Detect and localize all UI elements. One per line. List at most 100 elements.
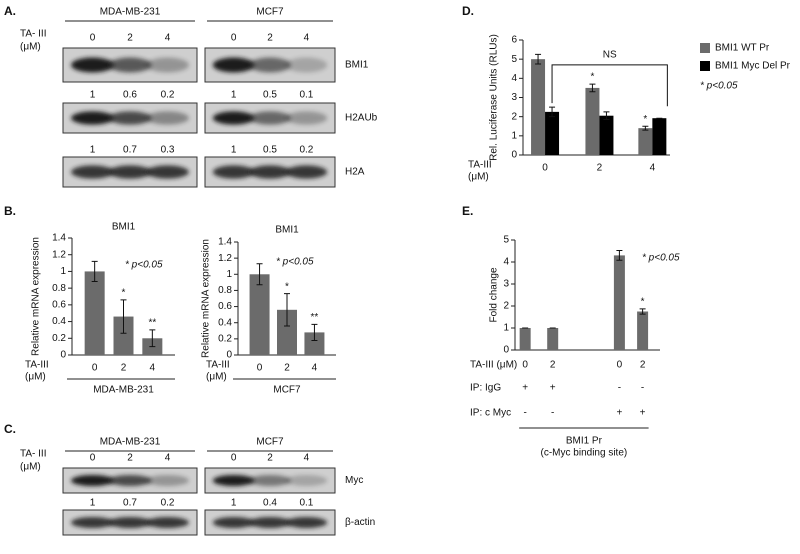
group-label: MCF7 [273,385,301,396]
band-quantification: 0.4 [263,498,277,509]
blot-band [71,165,114,179]
y-tick-label: 0 [60,350,66,361]
significance-note: * p<0.05 [642,253,680,264]
band-quantification: 0.3 [161,145,175,156]
table-cell: + [550,383,556,394]
table-cell: - [618,383,621,394]
blot-band [212,165,255,179]
significance-marker: * [285,281,289,292]
table-cell: - [523,408,526,419]
x-tick-label: 0 [542,163,548,174]
blot-band [71,517,114,528]
y-tick-label: 5 [503,235,509,246]
legend-label: BMI1 WT Pr [715,43,770,54]
band-quantification: 0.5 [263,90,277,101]
bar [652,118,667,155]
x-tick-label: 4 [650,163,656,174]
y-tick-label: 3 [511,92,517,103]
y-tick-label: 0.8 [52,283,66,294]
dose-label: 4 [304,33,310,44]
y-tick-label: 4 [511,73,517,84]
band-quantification: 1 [90,145,96,156]
blot-label: β-actin [345,517,375,528]
bar [531,59,546,155]
blot-band [146,57,189,73]
bracket-label: NS [603,50,617,61]
blot-band [212,57,255,73]
treatment-label: TA- III [20,29,46,40]
chart-title: BMI1 [112,222,136,233]
table-row-label: IP: IgG [470,383,501,394]
band-quantification: 0.7 [123,145,137,156]
dose-label: 2 [267,453,273,464]
y-tick-label: 4 [503,257,509,268]
error-bar [535,53,542,65]
y-tick-label: 0.4 [52,316,66,327]
y-tick-label: 3 [503,279,509,290]
y-axis-title: Fold change [489,267,500,322]
y-tick-label: 0.2 [52,333,66,344]
x-tick-label: 2 [597,163,603,174]
blot-label: H2A [345,167,365,178]
blot-band [71,475,114,486]
bar [84,271,105,355]
blot-band [146,475,189,486]
band-quantification: 1 [231,145,237,156]
legend-swatch [700,43,710,53]
x-tick-label: 0 [522,360,528,371]
blot-band [249,165,291,179]
table-cell: + [616,408,622,419]
dose-label: 4 [165,453,171,464]
x-tick-label: 2 [640,360,646,371]
y-tick-label: 1 [60,266,66,277]
significance-note: * p<0.05 [276,257,314,268]
band-quantification: 1 [231,90,237,101]
blot-band [71,111,114,125]
chart-title: BMI1 [275,225,299,236]
dose-label: 2 [267,33,273,44]
band-quantification: 0.7 [123,498,137,509]
y-tick-label: 6 [511,35,517,46]
error-bar [311,323,318,341]
significance-marker: * [590,72,594,83]
error-bar [549,106,556,118]
significance-marker: ** [311,312,319,323]
y-tick-label: 1.4 [52,233,66,244]
y-tick-label: 2 [503,301,509,312]
band-quantification: 0.1 [299,90,313,101]
y-tick-label: 5 [511,54,517,65]
error-bar [256,263,263,286]
panel-label: D. [462,4,474,18]
footer-label: (c-Myc binding site) [541,448,628,459]
blot-band [108,517,152,528]
blot-band [249,57,291,73]
bar [637,311,649,350]
unit-label: (μM) [468,172,489,183]
blot-band [249,517,291,528]
bar [519,328,531,350]
y-tick-label: 1 [226,269,232,280]
blot-band [249,111,291,125]
y-tick-label: 0.4 [218,317,232,328]
blot-label: Myc [345,475,363,486]
significance-marker: * [643,114,647,125]
blot-band [146,517,189,528]
blot-band [285,165,328,179]
blot-band [285,517,328,528]
treatment-label: TA-III (μM) [470,360,517,371]
band-quantification: 0.5 [263,145,277,156]
blot-band [146,111,189,125]
table-cell: - [641,383,644,394]
bar [547,328,559,350]
y-tick-label: 2 [511,111,517,122]
x-tick-label: 2 [121,363,127,374]
panel-label: A. [4,4,16,18]
bar [638,128,653,155]
bar [113,316,134,355]
dose-label: 2 [127,453,133,464]
error-bar [639,308,646,315]
blot-label: H2AUb [345,113,378,124]
y-tick-label: 0 [503,345,509,356]
y-tick-label: 0 [511,150,517,161]
significance-note: * p<0.05 [700,81,738,92]
